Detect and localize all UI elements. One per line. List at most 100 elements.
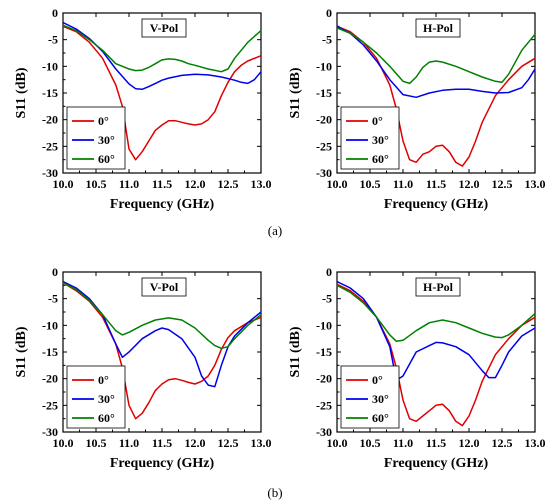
y-tick-label: -20 bbox=[42, 372, 58, 386]
series-line-60deg bbox=[336, 27, 536, 85]
chart-panel-2: 10.0 10.5 11.0 11.5 12.0 12.5 13.0 0 -5 -10 -15 -20… bbox=[288, 6, 546, 212]
pol-label: V-Pol bbox=[150, 280, 179, 294]
y-tick-label: -10 bbox=[316, 318, 332, 332]
y-tick-label: -30 bbox=[316, 166, 332, 180]
x-axis-label: Frequency (GHz) bbox=[384, 197, 489, 212]
series-line-60deg bbox=[336, 284, 536, 343]
series-line-60deg bbox=[62, 282, 262, 350]
y-tick-label: -20 bbox=[316, 372, 332, 386]
y-tick-label: -5 bbox=[322, 292, 332, 306]
y-axis-label: S11 (dB) bbox=[14, 326, 29, 377]
y-tick-label: 0 bbox=[326, 265, 332, 279]
x-tick-label: 13.0 bbox=[251, 177, 272, 191]
pol-label-box bbox=[415, 277, 461, 297]
chart-panel-3: 10.0 10.5 11.0 11.5 12.0 12.5 13.0 0 -5 -10 -15 -20… bbox=[14, 265, 272, 471]
legend-label: 60° bbox=[98, 411, 115, 425]
pol-label: V-Pol bbox=[150, 21, 179, 35]
y-axis-label: S11 (dB) bbox=[14, 67, 29, 118]
y-tick-label: -30 bbox=[42, 425, 58, 439]
pol-label-box bbox=[141, 277, 187, 297]
x-tick-label: 11.0 bbox=[393, 436, 413, 450]
x-tick-label: 12.5 bbox=[492, 436, 513, 450]
x-tick-label: 12.0 bbox=[185, 436, 206, 450]
y-tick-label: -10 bbox=[42, 59, 58, 73]
chart-panel-1: 10.0 10.5 11.0 11.5 12.0 12.5 13.0 0 -5 -10 -15 -20… bbox=[14, 6, 272, 212]
series-line-30deg bbox=[336, 25, 536, 99]
legend-label: 30° bbox=[98, 392, 115, 406]
y-tick-label: -30 bbox=[316, 425, 332, 439]
legend-label: 0° bbox=[98, 373, 109, 387]
y-axis-label: S11 (dB) bbox=[288, 326, 303, 377]
y-axis-label: S11 (dB) bbox=[288, 67, 303, 118]
legend-label: 30° bbox=[372, 133, 389, 147]
legend-label: 0° bbox=[98, 114, 109, 128]
y-tick-label: 0 bbox=[52, 265, 58, 279]
series-line-30deg bbox=[62, 21, 262, 91]
x-tick-label: 12.5 bbox=[492, 177, 513, 191]
x-tick-label: 12.0 bbox=[185, 177, 206, 191]
y-tick-label: -5 bbox=[48, 33, 58, 47]
x-tick-label: 11.0 bbox=[393, 177, 413, 191]
x-axis-label: Frequency (GHz) bbox=[110, 456, 215, 471]
x-tick-label: 10.0 bbox=[53, 436, 74, 450]
legend-label: 60° bbox=[98, 152, 115, 166]
y-tick-label: -15 bbox=[316, 345, 332, 359]
legend-label: 30° bbox=[98, 133, 115, 147]
y-tick-label: -30 bbox=[42, 166, 58, 180]
y-tick-label: -25 bbox=[42, 139, 58, 153]
x-tick-label: 10.0 bbox=[327, 436, 348, 450]
x-tick-label: 13.0 bbox=[251, 436, 272, 450]
y-tick-label: 0 bbox=[52, 6, 58, 20]
y-tick-label: -5 bbox=[48, 292, 58, 306]
pol-label-box bbox=[141, 18, 187, 38]
x-tick-label: 12.0 bbox=[459, 436, 480, 450]
series-line-0deg bbox=[336, 25, 536, 167]
y-tick-label: -10 bbox=[42, 318, 58, 332]
x-tick-label: 12.0 bbox=[459, 177, 480, 191]
y-tick-label: -10 bbox=[316, 59, 332, 73]
series-line-0deg bbox=[62, 25, 262, 161]
chart-panel-4: 10.0 10.5 11.0 11.5 12.0 12.5 13.0 0 -5 -10 -15 -20… bbox=[288, 265, 546, 471]
y-tick-label: -25 bbox=[316, 398, 332, 412]
x-tick-label: 11.5 bbox=[152, 436, 172, 450]
y-tick-label: -15 bbox=[316, 86, 332, 100]
x-tick-label: 12.5 bbox=[218, 436, 239, 450]
pol-label: H-Pol bbox=[423, 280, 454, 294]
pol-label: H-Pol bbox=[423, 21, 454, 35]
legend-label: 60° bbox=[372, 152, 389, 166]
y-tick-label: -25 bbox=[42, 398, 58, 412]
series-line-30deg bbox=[62, 280, 262, 388]
caption-a: (a) bbox=[268, 223, 282, 238]
caption-b: (b) bbox=[267, 485, 282, 500]
x-axis-label: Frequency (GHz) bbox=[110, 197, 215, 212]
x-tick-label: 12.5 bbox=[218, 177, 239, 191]
x-tick-label: 10.5 bbox=[360, 436, 381, 450]
y-tick-label: -15 bbox=[42, 86, 58, 100]
x-tick-label: 10.5 bbox=[86, 177, 107, 191]
y-tick-label: 0 bbox=[326, 6, 332, 20]
y-tick-label: -20 bbox=[316, 113, 332, 127]
x-tick-label: 10.0 bbox=[53, 177, 74, 191]
x-tick-label: 10.0 bbox=[327, 177, 348, 191]
x-tick-label: 10.5 bbox=[86, 436, 107, 450]
y-tick-label: -25 bbox=[316, 139, 332, 153]
legend-label: 0° bbox=[372, 373, 383, 387]
x-tick-label: 11.5 bbox=[426, 436, 446, 450]
legend-label: 0° bbox=[372, 114, 383, 128]
x-tick-label: 11.0 bbox=[119, 177, 139, 191]
x-tick-label: 10.5 bbox=[360, 177, 381, 191]
x-tick-label: 11.5 bbox=[152, 177, 172, 191]
x-tick-label: 13.0 bbox=[525, 177, 546, 191]
x-tick-label: 11.5 bbox=[426, 177, 446, 191]
x-tick-label: 13.0 bbox=[525, 436, 546, 450]
series-line-30deg bbox=[336, 280, 536, 382]
legend-label: 60° bbox=[372, 411, 389, 425]
x-tick-label: 11.0 bbox=[119, 436, 139, 450]
pol-label-box bbox=[415, 18, 461, 38]
y-tick-label: -20 bbox=[42, 113, 58, 127]
y-tick-label: -15 bbox=[42, 345, 58, 359]
series-line-60deg bbox=[62, 24, 262, 73]
y-tick-label: -5 bbox=[322, 33, 332, 47]
legend-label: 30° bbox=[372, 392, 389, 406]
